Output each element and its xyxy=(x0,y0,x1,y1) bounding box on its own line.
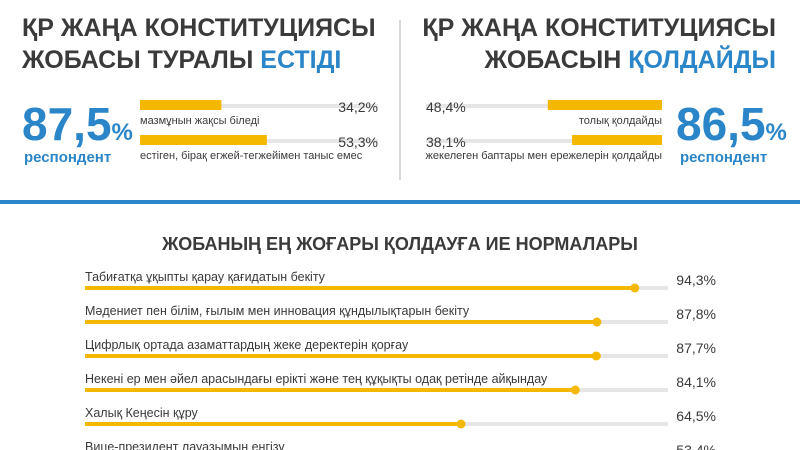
bar-label: жекелеген баптары мен ережелерін қолдайд… xyxy=(426,150,663,162)
bar xyxy=(140,100,222,110)
total-label: респондент xyxy=(680,149,767,166)
bar xyxy=(85,388,576,392)
total-value: 86,5 xyxy=(676,98,766,150)
bar xyxy=(85,286,635,290)
bar-label: естіген, бірақ егжей-тегжейімен таныс ем… xyxy=(140,150,363,162)
value-label: 48,4% xyxy=(426,99,466,115)
bar-track xyxy=(426,139,662,143)
title-text: ЖОБАСЫН xyxy=(484,46,622,74)
bar xyxy=(547,100,662,110)
total: 87,5% xyxy=(22,98,133,150)
value-label: 64,5% xyxy=(676,408,716,424)
value-label: 53,3% xyxy=(338,134,378,150)
bar-end xyxy=(630,283,640,293)
bar-label: толық қолдайды xyxy=(579,115,662,127)
total: 86,5% xyxy=(676,98,787,150)
bar-end xyxy=(591,351,601,361)
row-label: Некені ер мен әйел арасындағы ерікті жән… xyxy=(85,372,548,386)
row-label: Цифрлық ортада азаматтардың жеке деректе… xyxy=(85,338,409,352)
value-label: 94,3% xyxy=(676,272,716,288)
title-line: ҚР ЖАҢА КОНСТИТУЦИЯСЫ xyxy=(22,14,376,42)
total-label: респондент xyxy=(24,149,111,166)
value-label: 87,7% xyxy=(676,340,716,356)
title-text: ЖОБАСЫ ТУРАЛЫ xyxy=(21,46,253,74)
title-highlight: ЕСТІДІ xyxy=(260,46,341,74)
value-label: 87,8% xyxy=(676,306,716,322)
total-unit: % xyxy=(766,119,787,146)
value-label: 38,1% xyxy=(426,134,466,150)
total-unit: % xyxy=(112,119,133,146)
bar-track xyxy=(426,104,662,108)
value-label: 53,4% xyxy=(676,442,716,450)
title-line: ҚР ЖАҢА КОНСТИТУЦИЯСЫ xyxy=(422,14,776,42)
value-label: 84,1% xyxy=(676,374,716,390)
bar xyxy=(572,135,662,145)
title-highlight: ҚОЛДАЙДЫ xyxy=(628,44,776,74)
value-label: 34,2% xyxy=(338,99,378,115)
chart-title: ЖОБАНЫҢ ЕҢ ЖОҒАРЫ ҚОЛДАУҒА ИЕ НОРМАЛАРЫ xyxy=(161,234,638,254)
bar-label: мазмұнын жақсы біледі xyxy=(140,115,259,127)
total-value: 87,5 xyxy=(22,98,112,150)
row-label: Вице-президент лауазымын енгізу xyxy=(85,440,285,450)
title-line: ЖОБАСЫ ТУРАЛЫ ЕСТІДІ xyxy=(21,46,341,74)
bar xyxy=(140,135,267,145)
bar-track xyxy=(140,104,378,108)
bar-end xyxy=(570,385,580,395)
row-label: Мәдениет пен білім, ғылым мен инновация … xyxy=(85,304,470,318)
row-label: Халық Кеңесін құру xyxy=(85,406,199,420)
bar-end xyxy=(456,419,466,429)
bar-end xyxy=(592,317,602,327)
bar xyxy=(85,320,597,324)
title-line: ЖОБАСЫН ҚОЛДАЙДЫ xyxy=(484,44,776,74)
bar xyxy=(85,354,597,358)
row-label: Табиғатқа ұқыпты қарау қағидатын бекіту xyxy=(85,270,326,284)
bar xyxy=(85,422,462,426)
